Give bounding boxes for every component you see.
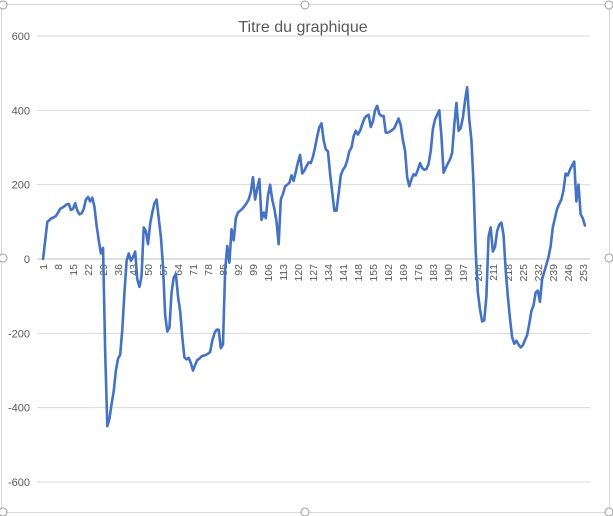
handle xyxy=(0,253,8,263)
x-tick-label: 141 xyxy=(338,264,350,282)
y-tick-label: 200 xyxy=(12,180,30,192)
handle xyxy=(0,507,8,516)
x-tick-label: 64 xyxy=(173,264,185,276)
x-tick-label: 99 xyxy=(248,264,260,276)
x-tick-label: 204 xyxy=(473,264,485,282)
y-tick-label: -600 xyxy=(8,477,30,489)
x-tick-label: 22 xyxy=(83,264,95,276)
x-tick-label: 1 xyxy=(38,264,50,270)
x-tick-label: 183 xyxy=(428,264,440,282)
x-tick-label: 8 xyxy=(53,264,65,270)
x-tick-label: 43 xyxy=(128,264,140,276)
x-tick-label: 78 xyxy=(203,264,215,276)
x-tick-label: 71 xyxy=(188,264,200,276)
x-tick-label: 36 xyxy=(113,264,125,276)
x-tick-label: 253 xyxy=(578,264,590,282)
handle xyxy=(0,0,8,10)
x-tick-label: 106 xyxy=(263,264,275,282)
y-tick-label: -200 xyxy=(8,328,30,340)
y-tick-label: 400 xyxy=(12,105,30,117)
x-tick-label: 190 xyxy=(443,264,455,282)
x-tick-label: 239 xyxy=(548,264,560,282)
x-tick-label: 127 xyxy=(308,264,320,282)
x-tick-label: 15 xyxy=(68,264,80,276)
x-tick-label: 92 xyxy=(233,264,245,276)
x-tick-label: 176 xyxy=(413,264,425,282)
x-tick-label: 197 xyxy=(458,264,470,282)
handle xyxy=(604,0,613,10)
line-series xyxy=(41,85,587,428)
handle xyxy=(604,253,613,263)
x-tick-label: 134 xyxy=(323,264,335,282)
x-tick-label: 50 xyxy=(143,264,155,276)
x-tick-label: 169 xyxy=(398,264,410,282)
x-tick-label: 246 xyxy=(563,264,575,282)
x-tick-label: 113 xyxy=(278,264,290,281)
x-tick-label: 211 xyxy=(488,264,500,281)
x-tick-label: 120 xyxy=(293,264,305,282)
x-tick-label: 225 xyxy=(518,264,530,282)
y-tick-label: 600 xyxy=(12,31,30,43)
handle xyxy=(300,507,310,516)
chart-title: Titre du graphique xyxy=(238,19,367,36)
y-tick-label: 0 xyxy=(24,254,30,266)
x-tick-label: 162 xyxy=(383,264,395,282)
x-tick-label: 148 xyxy=(353,264,365,282)
handle xyxy=(300,0,310,10)
y-tick-label: -400 xyxy=(8,403,30,415)
handle xyxy=(604,507,613,516)
x-tick-label: 155 xyxy=(368,264,380,282)
